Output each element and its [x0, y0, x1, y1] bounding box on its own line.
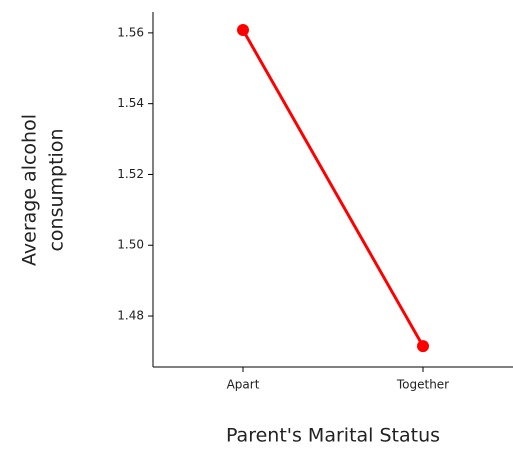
y-axis-label: Average alcohol	[19, 114, 41, 266]
y-tick-label: 1.52	[117, 167, 144, 181]
point	[417, 340, 429, 353]
y-tick-label: 1.54	[117, 96, 144, 110]
x-tick-label: Together	[396, 378, 449, 392]
y-tick-label: 1.50	[117, 238, 144, 252]
y-tick-label: 1.56	[117, 25, 144, 39]
y-axis-label: consumption	[46, 128, 68, 251]
line	[241, 29, 425, 347]
y-tick-label: 1.48	[117, 309, 144, 323]
point	[237, 24, 249, 37]
x-tick-label: Apart	[227, 378, 260, 392]
x-axis-label: Parent's Marital Status	[226, 425, 440, 447]
